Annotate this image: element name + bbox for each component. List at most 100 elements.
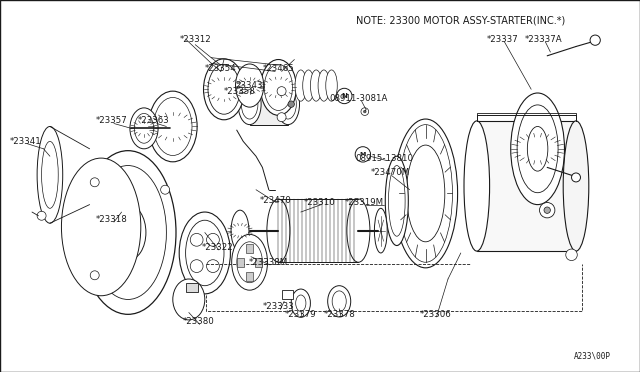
Circle shape xyxy=(544,207,550,214)
Ellipse shape xyxy=(37,126,63,223)
Text: *23333: *23333 xyxy=(262,302,294,311)
Bar xyxy=(246,272,253,281)
Ellipse shape xyxy=(399,125,452,262)
Ellipse shape xyxy=(347,199,370,262)
Ellipse shape xyxy=(296,295,306,311)
Bar xyxy=(477,121,576,251)
Text: *23338M: *23338M xyxy=(249,258,289,267)
Text: A233\00P: A233\00P xyxy=(574,352,611,361)
Ellipse shape xyxy=(134,113,154,143)
Circle shape xyxy=(90,178,99,187)
Circle shape xyxy=(355,147,371,162)
Text: *23341: *23341 xyxy=(10,137,42,146)
Ellipse shape xyxy=(61,158,141,296)
Ellipse shape xyxy=(276,84,300,125)
Ellipse shape xyxy=(231,210,249,251)
Text: NOTE: 23300 MOTOR ASSY-STARTER(INC.*): NOTE: 23300 MOTOR ASSY-STARTER(INC.*) xyxy=(356,16,565,25)
Ellipse shape xyxy=(204,59,244,120)
Ellipse shape xyxy=(186,220,224,286)
Circle shape xyxy=(277,87,286,96)
Circle shape xyxy=(277,113,286,122)
Circle shape xyxy=(337,88,352,104)
Ellipse shape xyxy=(326,70,337,101)
Circle shape xyxy=(190,260,203,273)
Ellipse shape xyxy=(116,214,140,251)
Ellipse shape xyxy=(328,286,351,317)
Ellipse shape xyxy=(130,108,158,149)
Ellipse shape xyxy=(264,64,292,110)
Text: *23363: *23363 xyxy=(138,116,170,125)
Ellipse shape xyxy=(511,93,564,205)
Ellipse shape xyxy=(122,222,134,243)
Ellipse shape xyxy=(42,141,58,208)
Circle shape xyxy=(540,202,555,218)
Circle shape xyxy=(288,101,294,108)
Circle shape xyxy=(161,185,170,194)
Text: *23465: *23465 xyxy=(262,64,294,73)
Ellipse shape xyxy=(318,70,330,101)
Text: *23310: *23310 xyxy=(304,198,336,207)
Bar xyxy=(237,258,244,267)
Circle shape xyxy=(207,233,220,246)
Ellipse shape xyxy=(464,121,490,251)
Bar xyxy=(246,244,253,253)
Text: *23470: *23470 xyxy=(259,196,291,205)
Ellipse shape xyxy=(232,234,268,290)
Ellipse shape xyxy=(385,156,408,246)
Ellipse shape xyxy=(236,64,264,107)
Text: *23354: *23354 xyxy=(205,64,237,73)
Bar xyxy=(282,290,293,299)
Bar xyxy=(186,283,198,292)
Ellipse shape xyxy=(563,121,589,251)
Bar xyxy=(250,84,288,125)
Text: *23358: *23358 xyxy=(224,87,256,96)
Text: *23306: *23306 xyxy=(419,310,451,319)
Ellipse shape xyxy=(310,70,322,101)
Text: 23343: 23343 xyxy=(236,81,263,90)
Circle shape xyxy=(207,260,220,273)
Ellipse shape xyxy=(517,105,558,193)
Circle shape xyxy=(364,110,366,113)
Ellipse shape xyxy=(280,89,296,119)
Text: *23357: *23357 xyxy=(96,116,128,125)
Ellipse shape xyxy=(237,242,262,283)
Ellipse shape xyxy=(388,166,405,236)
Text: *23470M: *23470M xyxy=(371,169,410,177)
Ellipse shape xyxy=(148,91,197,162)
Ellipse shape xyxy=(406,145,445,242)
Text: *23322: *23322 xyxy=(202,243,234,252)
Ellipse shape xyxy=(332,291,346,312)
Text: *23379: *23379 xyxy=(285,310,317,319)
Ellipse shape xyxy=(90,166,166,299)
Ellipse shape xyxy=(295,70,307,101)
Ellipse shape xyxy=(208,64,240,114)
Circle shape xyxy=(37,211,46,220)
Text: *23319M: *23319M xyxy=(345,198,385,207)
Ellipse shape xyxy=(80,151,176,314)
Text: *23312: *23312 xyxy=(179,35,211,44)
Ellipse shape xyxy=(173,279,205,320)
Circle shape xyxy=(572,173,580,182)
Ellipse shape xyxy=(303,70,314,101)
Ellipse shape xyxy=(260,60,296,115)
Text: *23380: *23380 xyxy=(182,317,214,326)
Circle shape xyxy=(361,108,369,115)
Text: *23378: *23378 xyxy=(323,310,355,319)
Text: 08911-3081A: 08911-3081A xyxy=(329,94,388,103)
Ellipse shape xyxy=(394,119,458,268)
Ellipse shape xyxy=(238,84,261,125)
Ellipse shape xyxy=(110,205,146,260)
Circle shape xyxy=(90,271,99,280)
Text: *23337A: *23337A xyxy=(525,35,563,44)
Ellipse shape xyxy=(527,126,548,171)
Text: N: N xyxy=(341,93,348,99)
Circle shape xyxy=(566,249,577,260)
Text: 08915-13810: 08915-13810 xyxy=(355,154,413,163)
Ellipse shape xyxy=(241,89,258,119)
Circle shape xyxy=(190,233,203,246)
Ellipse shape xyxy=(291,289,310,317)
Text: M: M xyxy=(360,152,366,157)
Ellipse shape xyxy=(267,199,290,262)
Ellipse shape xyxy=(179,212,230,294)
Ellipse shape xyxy=(374,208,387,253)
